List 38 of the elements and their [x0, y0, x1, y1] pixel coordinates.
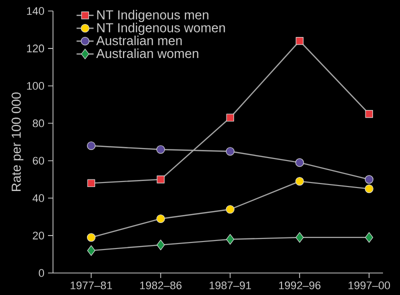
point [86, 141, 96, 150]
legend-label: Australian men [96, 36, 182, 46]
legend-label: Australian women [96, 48, 198, 58]
x-tick-label: 1992–96 [279, 282, 320, 290]
point [365, 232, 374, 243]
point [295, 177, 304, 186]
point [156, 176, 165, 184]
y-tick-label: 60 [32, 156, 44, 165]
y-tick-label: 100 [27, 82, 44, 90]
x-tick-label: 1977–81 [70, 282, 112, 290]
point [156, 240, 165, 250]
point [87, 179, 96, 188]
y-tick-label: 80 [32, 119, 44, 128]
point [296, 37, 304, 45]
point [156, 214, 165, 224]
legend-label: NT Indigenous women [97, 22, 225, 35]
point [364, 184, 374, 194]
point [364, 175, 374, 184]
x-tick-label: 1987–91 [210, 282, 251, 290]
y-tick-label: 20 [32, 232, 44, 240]
point [87, 245, 96, 256]
y-tick-label: 40 [32, 194, 44, 202]
y-tick-label: 140 [27, 7, 44, 15]
point [226, 205, 234, 214]
point [296, 232, 304, 243]
point [226, 114, 234, 122]
y-axis-title: Rate per 100 000 [12, 92, 24, 191]
point [86, 233, 96, 242]
point [156, 145, 165, 154]
point [226, 147, 234, 156]
legend-label: NT Indigenous men [97, 10, 208, 22]
point [365, 110, 373, 118]
y-tick-label: 0 [38, 269, 44, 277]
x-tick-label: 1997–00 [348, 282, 390, 290]
point [226, 234, 234, 245]
point [295, 158, 304, 167]
y-tick-label: 120 [27, 44, 44, 52]
x-tick-label: 1982–86 [140, 282, 182, 290]
